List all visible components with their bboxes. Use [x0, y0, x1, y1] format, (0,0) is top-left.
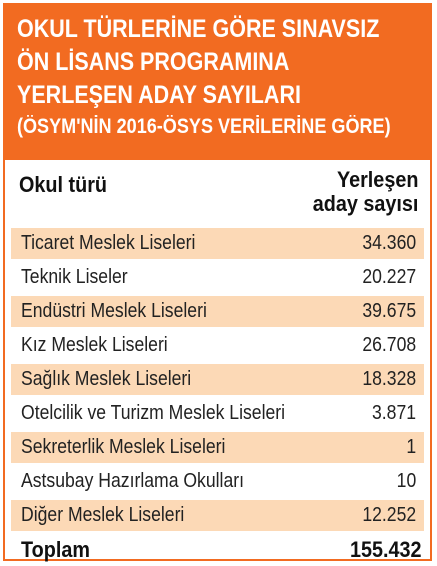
table-row: Teknik Liseler 20.227	[11, 262, 424, 293]
table-row: Endüstri Meslek Liseleri 39.675	[11, 296, 424, 327]
title-line-1: OKUL TÜRLERİNE GÖRE SINAVSIZ	[17, 15, 380, 43]
row-value: 10	[396, 470, 416, 492]
table-row: Otelcilik ve Turizm Meslek Liseleri 3.87…	[11, 398, 424, 429]
row-value: 12.252	[362, 504, 416, 526]
row-value: 26.708	[362, 334, 416, 356]
row-school-type: Teknik Liseler	[21, 266, 128, 288]
column-headers: Okul türü Yerleşen aday sayısı	[5, 160, 430, 228]
row-school-type: Astsubay Hazırlama Okulları	[21, 470, 245, 492]
table-row: Kız Meslek Liseleri 26.708	[11, 330, 424, 361]
table-card: OKUL TÜRLERİNE GÖRE SINAVSIZ ÖN LİSANS P…	[3, 3, 432, 562]
row-school-type: Otelcilik ve Turizm Meslek Liseleri	[21, 402, 286, 424]
row-school-type: Kız Meslek Liseleri	[21, 334, 168, 356]
title-line-2: ÖN LİSANS PROGRAMINA	[17, 48, 290, 76]
title-line-3: YERLEŞEN ADAY SAYILARI	[17, 81, 301, 109]
column-header-placed: Yerleşen aday sayısı	[312, 168, 418, 216]
total-label: Toplam	[21, 537, 90, 562]
row-school-type: Endüstri Meslek Liseleri	[21, 300, 207, 322]
table-row: Diğer Meslek Liseleri 12.252	[11, 500, 424, 531]
total-row: Toplam 155.432	[5, 534, 430, 566]
column-header-placed-line2: aday sayısı	[312, 191, 418, 216]
row-value: 1	[406, 436, 416, 458]
column-header-placed-line1: Yerleşen	[336, 167, 418, 192]
row-value: 39.675	[362, 300, 416, 322]
table-row: Astsubay Hazırlama Okulları 10	[11, 466, 424, 497]
row-value: 34.360	[362, 232, 416, 254]
row-school-type: Ticaret Meslek Liseleri	[21, 232, 196, 254]
table-row: Sekreterlik Meslek Liseleri 1	[11, 432, 424, 463]
row-school-type: Diğer Meslek Liseleri	[21, 504, 185, 526]
table-body: Ticaret Meslek Liseleri 34.360 Teknik Li…	[5, 228, 430, 531]
column-header-school-type: Okul türü	[19, 172, 108, 197]
row-value: 18.328	[362, 368, 416, 390]
row-value: 3.871	[371, 402, 416, 424]
table-header: OKUL TÜRLERİNE GÖRE SINAVSIZ ÖN LİSANS P…	[5, 5, 430, 160]
row-school-type: Sağlık Meslek Liseleri	[21, 368, 192, 390]
row-value: 20.227	[362, 266, 416, 288]
row-school-type: Sekreterlik Meslek Liseleri	[21, 436, 226, 458]
subtitle: (ÖSYM'NİN 2016-ÖSYS VERİLERİNE GÖRE)	[17, 115, 391, 138]
table-row: Sağlık Meslek Liseleri 18.328	[11, 364, 424, 395]
total-value: 155.432	[350, 537, 422, 562]
table-row: Ticaret Meslek Liseleri 34.360	[11, 228, 424, 259]
